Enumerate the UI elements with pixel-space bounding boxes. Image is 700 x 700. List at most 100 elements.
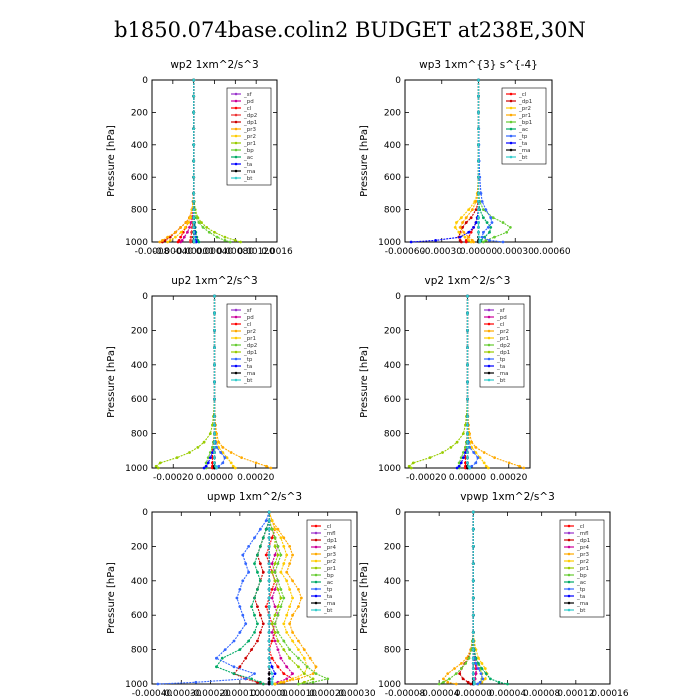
data-point: [213, 363, 216, 367]
legend-entry: _bt: [576, 608, 586, 614]
data-point: [192, 230, 196, 234]
x-tick-label: -0.00030: [161, 689, 202, 699]
y-tick-label: 600: [131, 395, 148, 405]
legend-entry: _ma: [576, 601, 588, 607]
data-point: [458, 226, 462, 229]
y-axis-label: Pressure [hPa]: [106, 346, 117, 418]
data-point: [288, 562, 292, 565]
data-point: [291, 672, 294, 676]
data-point: [453, 667, 456, 670]
data-point: [258, 545, 262, 548]
data-point: [497, 680, 501, 684]
data-point: [482, 461, 486, 465]
data-point: [202, 440, 206, 444]
y-tick-label: 0: [142, 292, 148, 302]
legend-marker: [234, 343, 238, 347]
data-point: [477, 221, 480, 224]
data-point: [241, 613, 245, 617]
data-point: [449, 445, 453, 449]
data-point: [187, 221, 190, 224]
legend-entry: _pr3: [576, 552, 590, 558]
legend-marker: [234, 357, 238, 361]
data-point: [279, 588, 283, 591]
data-point: [273, 613, 277, 617]
legend-entry: _pr3: [323, 552, 337, 558]
data-point: [267, 639, 271, 643]
data-point: [161, 238, 164, 242]
data-point: [490, 221, 494, 224]
x-tick-label: 0.00020: [237, 473, 274, 483]
data-point: [291, 613, 294, 617]
data-point: [273, 605, 277, 608]
data-point: [474, 221, 478, 224]
data-point: [273, 545, 277, 548]
data-point: [270, 677, 274, 681]
legend-entry: _pr1: [323, 566, 336, 572]
data-point: [477, 230, 480, 234]
data-point: [471, 545, 475, 548]
legend-marker: [487, 343, 491, 347]
x-tick-label: 0.00000: [251, 689, 288, 699]
legend-marker: [314, 566, 318, 570]
x-tick-label: 0.00040: [196, 247, 233, 257]
legend-entry: _ta: [243, 364, 252, 370]
data-point: [466, 456, 469, 460]
data-point: [484, 672, 488, 676]
data-point: [181, 230, 185, 234]
legend-marker: [487, 336, 491, 340]
legend-marker: [234, 155, 238, 159]
panel-title: upwp 1xm^2/s^3: [207, 491, 302, 503]
data-point: [189, 240, 192, 244]
data-point: [215, 665, 218, 669]
data-point: [158, 461, 162, 465]
data-point: [211, 456, 214, 460]
data-point: [282, 639, 286, 643]
data-point: [213, 311, 216, 315]
data-point: [466, 380, 469, 384]
data-point: [477, 159, 480, 163]
data-point: [256, 553, 259, 557]
data-point: [238, 648, 242, 651]
data-point: [261, 570, 265, 574]
x-tick-label: 0.0016: [261, 247, 293, 257]
data-point: [273, 553, 277, 557]
data-point: [279, 680, 283, 684]
data-point: [264, 553, 268, 557]
data-point: [244, 677, 248, 681]
data-point: [267, 631, 271, 634]
data-point: [215, 656, 218, 660]
legend-entry: _dp1: [243, 120, 257, 126]
data-point: [461, 456, 465, 460]
data-point: [256, 605, 259, 608]
data-point: [453, 226, 457, 229]
data-point: [481, 677, 485, 681]
data-point: [265, 464, 268, 468]
data-point: [267, 656, 271, 660]
legend-entry: _pr2: [518, 106, 531, 112]
data-point: [308, 656, 312, 660]
panel-2: wp3 1xm^{3} s^{-4} Pressure [hPa] 0 200 400 6…: [359, 59, 571, 257]
data-point: [267, 613, 271, 617]
data-point: [461, 221, 464, 224]
data-point: [235, 596, 239, 600]
legend-marker: [487, 315, 491, 319]
data-point: [204, 461, 208, 465]
data-point: [276, 605, 280, 608]
legend-marker: [314, 580, 318, 584]
legend-entry: _cl: [243, 106, 252, 112]
x-tick-label: 0.00020: [309, 689, 346, 699]
legend-marker: [567, 552, 571, 556]
data-point: [297, 656, 300, 660]
data-point: [474, 672, 478, 676]
data-point: [194, 680, 198, 684]
legend-entry: _dp2: [243, 113, 257, 119]
data-point: [302, 656, 306, 660]
legend-entry: _ma: [323, 601, 335, 607]
y-tick-label: 600: [384, 611, 401, 621]
data-point: [467, 235, 471, 239]
data-point: [477, 235, 481, 239]
x-tick-label: -0.00020: [190, 689, 231, 699]
data-point: [261, 536, 265, 540]
legend-entry: _tp: [518, 134, 528, 140]
